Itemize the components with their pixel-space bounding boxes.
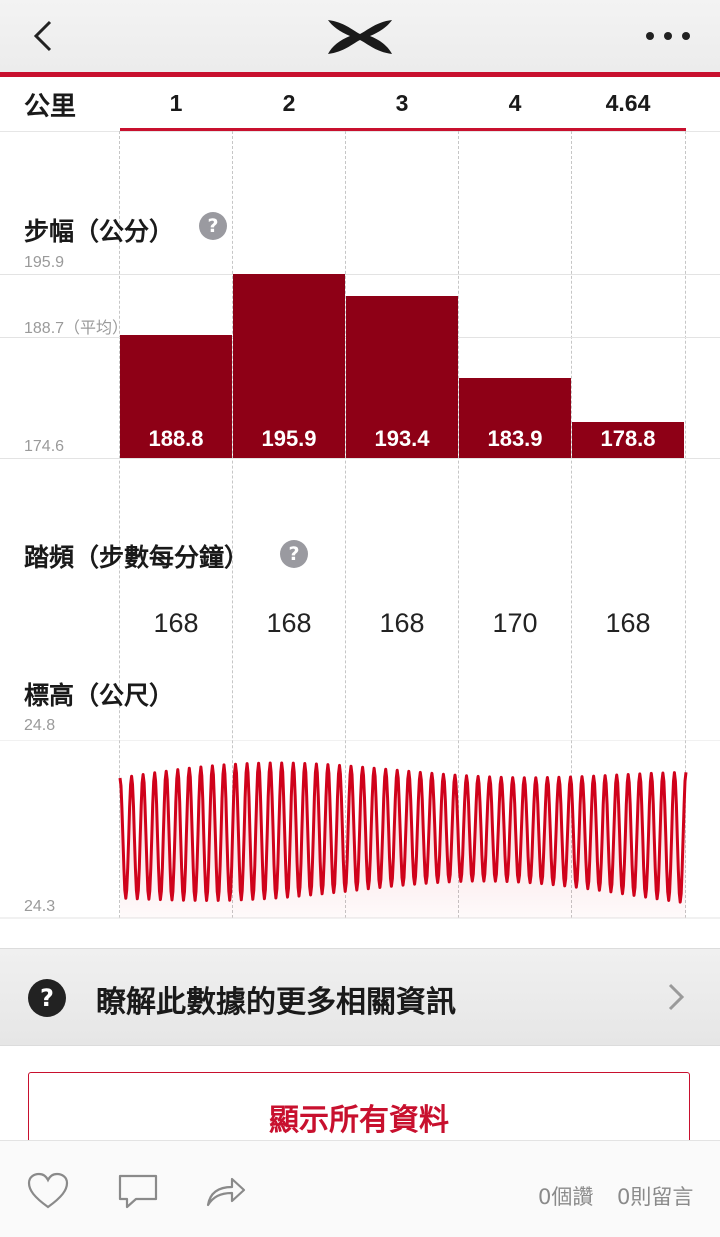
elevation-axis-min: 24.3 — [24, 898, 56, 915]
elevation-axis-max: 24.8 — [24, 717, 56, 734]
help-icon[interactable]: ? — [280, 540, 308, 568]
learn-more-text: 瞭解此數據的更多相關資訊 — [96, 985, 456, 1020]
cadence-value: 168 — [379, 608, 425, 638]
stride-axis-max: 195.9 — [24, 254, 65, 271]
stride-bar-label: 188.8 — [148, 426, 204, 451]
like-count[interactable]: 0個讚 — [538, 1185, 594, 1209]
elevation-area — [120, 763, 686, 918]
km-underline — [120, 128, 686, 131]
stride-bar — [459, 377, 571, 458]
km-label: 公里 — [24, 92, 77, 122]
social-footer: 0個讚 0則留言 — [0, 1140, 720, 1237]
comment-icon[interactable] — [116, 1171, 160, 1211]
stride-bar — [572, 421, 684, 458]
elevation-title: 標高（公尺） — [24, 681, 175, 710]
stride-bar-label: 183.9 — [487, 426, 543, 451]
stride-bar-label: 178.8 — [600, 426, 656, 451]
stride-bar-label: 193.4 — [374, 426, 430, 451]
km-value: 4 — [508, 90, 522, 116]
stride-min-gridline — [0, 458, 720, 459]
km-guide — [119, 131, 120, 918]
stride-axis-avg: 188.7（平均） — [24, 320, 129, 337]
cadence-value: 168 — [153, 608, 199, 638]
stride-bar — [233, 274, 345, 458]
cadence-title: 踏頻（步數每分鐘） — [24, 543, 250, 572]
chevron-left-icon[interactable] — [26, 16, 66, 56]
stride-bar — [346, 295, 458, 458]
km-guide — [345, 131, 346, 918]
stride-bar-label: 195.9 — [261, 426, 317, 451]
km-value: 3 — [395, 90, 409, 116]
divider — [0, 131, 720, 132]
stride-bar — [120, 335, 232, 458]
km-guide — [232, 131, 233, 918]
stride-title: 步幅（公分） — [24, 217, 175, 246]
km-guide — [571, 131, 572, 918]
km-guide — [685, 131, 686, 918]
km-value: 2 — [282, 90, 296, 116]
help-icon[interactable]: ? — [199, 212, 227, 240]
more-dots-icon[interactable] — [640, 20, 696, 52]
header-accent-line — [0, 72, 720, 77]
comment-count[interactable]: 0則留言 — [617, 1185, 694, 1209]
cadence-value: 170 — [492, 608, 538, 638]
elevation-line-chart — [0, 740, 720, 919]
cadence-value: 168 — [266, 608, 312, 638]
learn-more-banner[interactable]: ? 瞭解此數據的更多相關資訊 — [0, 948, 720, 1046]
cadence-value: 168 — [605, 608, 651, 638]
km-value: 1 — [169, 90, 183, 116]
help-icon: ? — [28, 979, 66, 1017]
stride-max-gridline — [0, 274, 720, 275]
chevron-right-icon — [668, 983, 685, 1011]
heart-icon[interactable] — [26, 1171, 70, 1211]
stride-axis-min: 174.6 — [24, 438, 65, 455]
km-value: 4.64 — [605, 90, 651, 116]
under-armour-logo — [328, 20, 392, 54]
share-icon[interactable] — [204, 1171, 248, 1211]
km-guide — [458, 131, 459, 918]
elevation-series-line — [118, 761, 688, 904]
